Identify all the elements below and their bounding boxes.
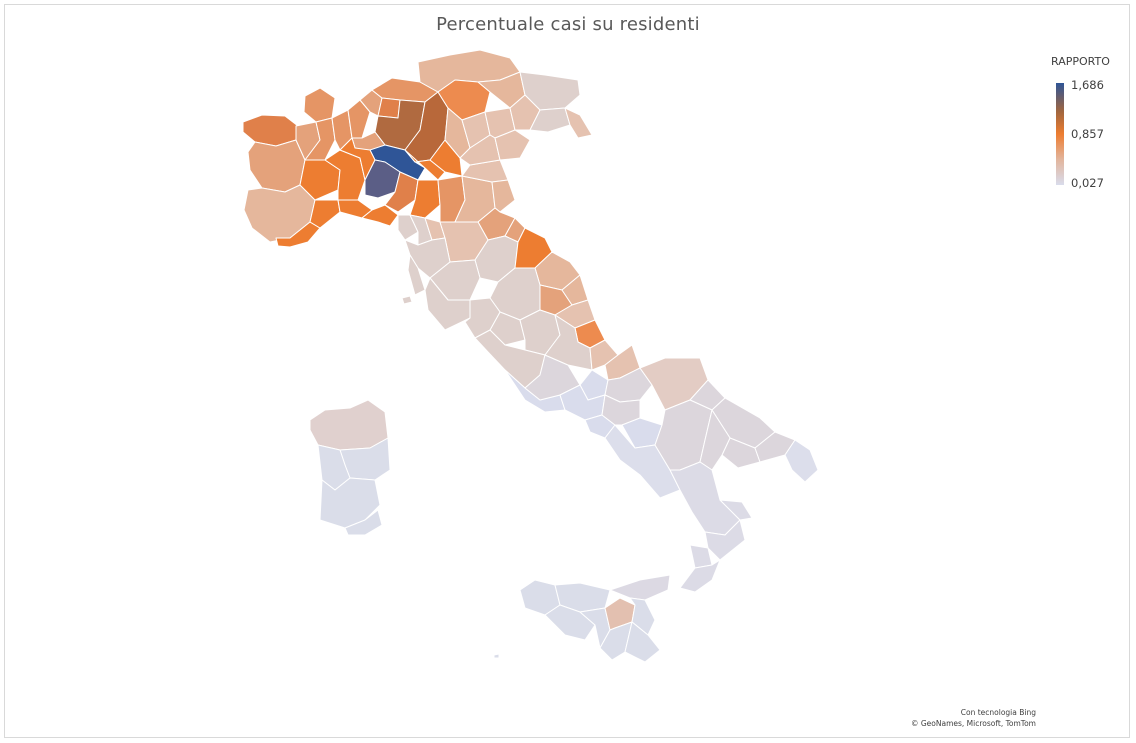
color-legend: RAPPORTO 1,686 0,857 0,027	[1050, 55, 1130, 195]
province-pavia[interactable]	[339, 137, 376, 181]
province-imperia[interactable]	[275, 221, 321, 248]
region-northeast	[417, 49, 593, 166]
province-lecce[interactable]	[784, 439, 819, 483]
province-messina[interactable]	[609, 574, 671, 601]
region-emilia-romagna	[364, 159, 526, 243]
province-aosta[interactable]	[242, 114, 299, 147]
province-siracusa[interactable]	[624, 621, 661, 663]
province-gorizia[interactable]	[529, 107, 571, 133]
province-trieste[interactable]	[564, 107, 593, 139]
province-venezia[interactable]	[494, 129, 531, 161]
region-sicilia	[519, 574, 671, 663]
province-cosenza[interactable]	[669, 461, 741, 536]
island-lampedusa	[493, 653, 500, 659]
legend-color-scale	[1056, 83, 1064, 185]
province-ravenna[interactable]	[491, 179, 516, 213]
province-massa[interactable]	[397, 214, 419, 241]
province-cagliari[interactable]	[344, 509, 383, 536]
legend-title: RAPPORTO	[1051, 55, 1110, 68]
legend-max-label: 1,686	[1071, 78, 1104, 92]
region-lombardia	[339, 77, 463, 181]
region-liguria	[309, 199, 399, 229]
province-lecco[interactable]	[377, 97, 401, 119]
province-torino[interactable]	[247, 139, 306, 193]
province-piacenza[interactable]	[364, 159, 401, 199]
province-varese[interactable]	[347, 99, 371, 139]
credit-line-1: Con tecnologia Bing	[960, 708, 1036, 717]
province-savona[interactable]	[309, 199, 341, 229]
province-livorno[interactable]	[407, 254, 426, 296]
chart-title: Percentuale casi su residenti	[436, 14, 700, 35]
legend-mid-label: 0,857	[1071, 127, 1104, 141]
legend-min-label: 0,027	[1071, 176, 1104, 190]
region-toscana	[397, 214, 519, 331]
region-south	[559, 357, 819, 593]
region-center	[464, 227, 653, 413]
province-verbano[interactable]	[303, 87, 336, 123]
province-sassari[interactable]	[309, 399, 389, 451]
province-crotone[interactable]	[719, 499, 753, 521]
province-sud-sardegna[interactable]	[319, 477, 381, 529]
province-reggio-calabria[interactable]	[679, 559, 721, 593]
island-elba	[401, 295, 413, 305]
credit-line-2: © GeoNames, Microsoft, TomTom	[910, 719, 1036, 728]
region-northwest	[242, 87, 366, 248]
region-sardegna	[309, 399, 391, 536]
province-mantova[interactable]	[429, 139, 463, 177]
